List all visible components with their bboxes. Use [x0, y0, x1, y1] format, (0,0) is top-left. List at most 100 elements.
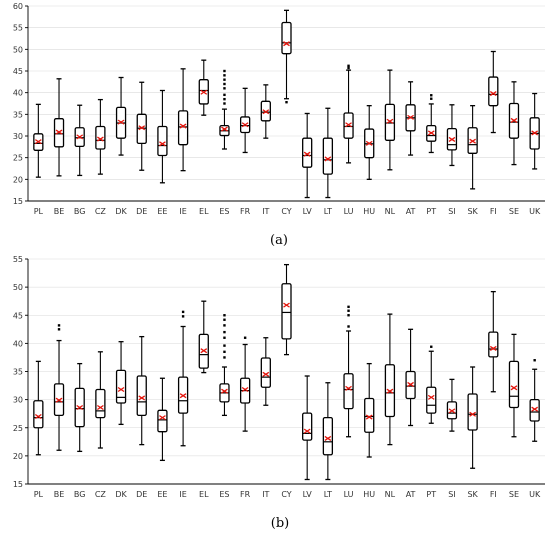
panel-a-mean-marker [200, 89, 208, 95]
panel-b-mean-marker [262, 371, 270, 377]
panel-b-box-cz [95, 351, 106, 449]
panel-b-mean-marker [469, 411, 476, 417]
panel-b-x-tick-label-si: SI [448, 490, 455, 499]
panel-b-mean-marker [34, 413, 42, 420]
panel-a-x-tick-label-ee: EE [157, 207, 167, 216]
panel-a-mean-marker [365, 140, 373, 146]
panel-b-box-bg [74, 362, 85, 453]
panel-b-box-it [260, 337, 271, 406]
panel-a-x-tick-label-hu: HU [363, 207, 375, 216]
panel-a-x-tick-label-lv: LV [303, 207, 313, 216]
panel-b-iqr-box [529, 398, 540, 422]
panel-b-x-tick-label-lt: LT [324, 490, 332, 499]
panel-b-outlier-point [57, 324, 61, 327]
panel-a-outlier-point [223, 97, 226, 101]
panel-a-x-tick-label-dk: DK [115, 207, 127, 216]
panel-a-box-de [136, 81, 147, 171]
panel-b-box-be [53, 324, 65, 451]
panel-b-x-tick-label-ee: EE [157, 490, 167, 499]
panel-b-outlier-point [347, 305, 350, 309]
panel-a-mean-marker [427, 130, 435, 136]
panel-b-x-tick-label-de: DE [136, 490, 147, 499]
panel-b-box-pt [426, 345, 437, 424]
panel-b-mean-marker [241, 386, 249, 393]
panel-b-x-tick-label-ie: IE [179, 490, 186, 499]
panel-b-mean-marker [510, 385, 518, 391]
panel-b-y-tick-label: 45 [13, 311, 23, 320]
panel-b-y-tick-label: 35 [13, 368, 23, 377]
panel-a-box-at [405, 81, 416, 156]
panel-a-mean-marker [241, 122, 249, 128]
panel-a-y-tick-label: 25 [13, 154, 23, 163]
panel-b-x-tick-label-pt: PT [426, 490, 436, 499]
panel-a-y-tick-label: 30 [13, 132, 23, 141]
panel-a-outlier-point [223, 93, 226, 97]
panel-b-outlier-point [223, 350, 226, 354]
panel-a-y-tick-label: 55 [13, 24, 23, 33]
panel-a-x-tick-label-pt: PT [426, 207, 436, 216]
panel-a-y-tick-label: 45 [13, 67, 23, 76]
panel-a-box-ie [177, 68, 189, 172]
panel-a-y-tick-label: 40 [13, 89, 23, 98]
panel-a-box-si [446, 104, 458, 167]
panel-b-iqr-box [508, 360, 520, 409]
panel-b-x-tick-label-hu: HU [363, 490, 375, 499]
panel-b-mean-marker [97, 404, 104, 411]
panel-a-x-tick-label-be: BE [54, 207, 65, 216]
panel-b-mean-marker [303, 428, 311, 434]
panel-b-iqr-box [95, 388, 106, 419]
panel-b-y-tick-label: 50 [13, 283, 23, 292]
panel-b-x-tick-label-cz: CZ [95, 490, 107, 499]
panel-b-box-at [405, 328, 416, 427]
panel-a-iqr-box [302, 137, 313, 168]
panel-a-x-tick-label-el: EL [199, 207, 209, 216]
panel-a-outlier-point [430, 94, 433, 97]
panel-a-x-tick-label-lt: LT [324, 207, 332, 216]
panel-a-outlier-point [223, 78, 226, 81]
panel-a-box-bg [74, 104, 85, 177]
panel-b-x-tick-label-es: ES [219, 490, 229, 499]
panel-b-outlier-point [223, 336, 226, 339]
panel-b-mean-marker [324, 435, 332, 441]
panel-a-outlier-point [285, 101, 288, 104]
panel-b-outlier-point [223, 324, 226, 327]
panel-a-iqr-box [281, 21, 292, 55]
panel-a-box-cz [95, 98, 106, 175]
panel-a-x-tick-label-si: SI [448, 207, 455, 216]
panel-a-y-tick-label: 50 [13, 45, 23, 54]
panel-a-box-plot: 15 20 25 30 35 40 45 50 55 60 PL BE BG CZ DK DE EE IE EL ES… [13, 2, 545, 216]
panel-a-box-ee [157, 89, 168, 184]
panel-a-box-dk [115, 76, 127, 156]
panel-b-y-tick-label: 20 [13, 452, 23, 461]
panel-a-y-tick-label: 15 [13, 197, 23, 206]
panel-a-x-tick-label-at: AT [406, 207, 416, 216]
panel-a-mean-marker [386, 118, 394, 124]
panel-b-x-tick-label-fr: FR [240, 490, 251, 499]
panel-a-box-lt [322, 107, 334, 199]
panel-b-iqr-box [426, 386, 437, 414]
panel-a-iqr-box [95, 125, 106, 150]
panel-b-mean-marker [179, 393, 187, 399]
panel-b-iqr-box [364, 397, 375, 433]
panel-a-outlier-point [223, 102, 226, 105]
panel-b-label: (b) [271, 516, 289, 531]
panel-a-x-tick-label-de: DE [136, 207, 147, 216]
panel-a-x-tick-label-se: SE [509, 207, 519, 216]
panel-b-mean-marker [55, 397, 63, 403]
panel-a-mean-marker [489, 90, 497, 97]
panel-b-box-lu [343, 305, 354, 438]
panel-b-box-lt [322, 382, 334, 481]
panel-a-iqr-box [157, 125, 168, 157]
panel-b-outlier-point [347, 325, 350, 328]
panel-a-mean-marker [55, 129, 63, 135]
panel-b-y-tick-label: 55 [13, 255, 23, 264]
panel-b-x-tick-label-pl: PL [34, 490, 44, 499]
panel-a-mean-marker [407, 114, 414, 120]
panel-a-x-tick-label-es: ES [219, 207, 229, 216]
panel-b-outlier-point [57, 328, 61, 331]
panel-a-mean-marker [138, 125, 146, 131]
panel-b-iqr-box [467, 393, 478, 431]
panel-a-box-se [508, 81, 520, 166]
panel-a-x-tick-label-lu: LU [344, 207, 354, 216]
